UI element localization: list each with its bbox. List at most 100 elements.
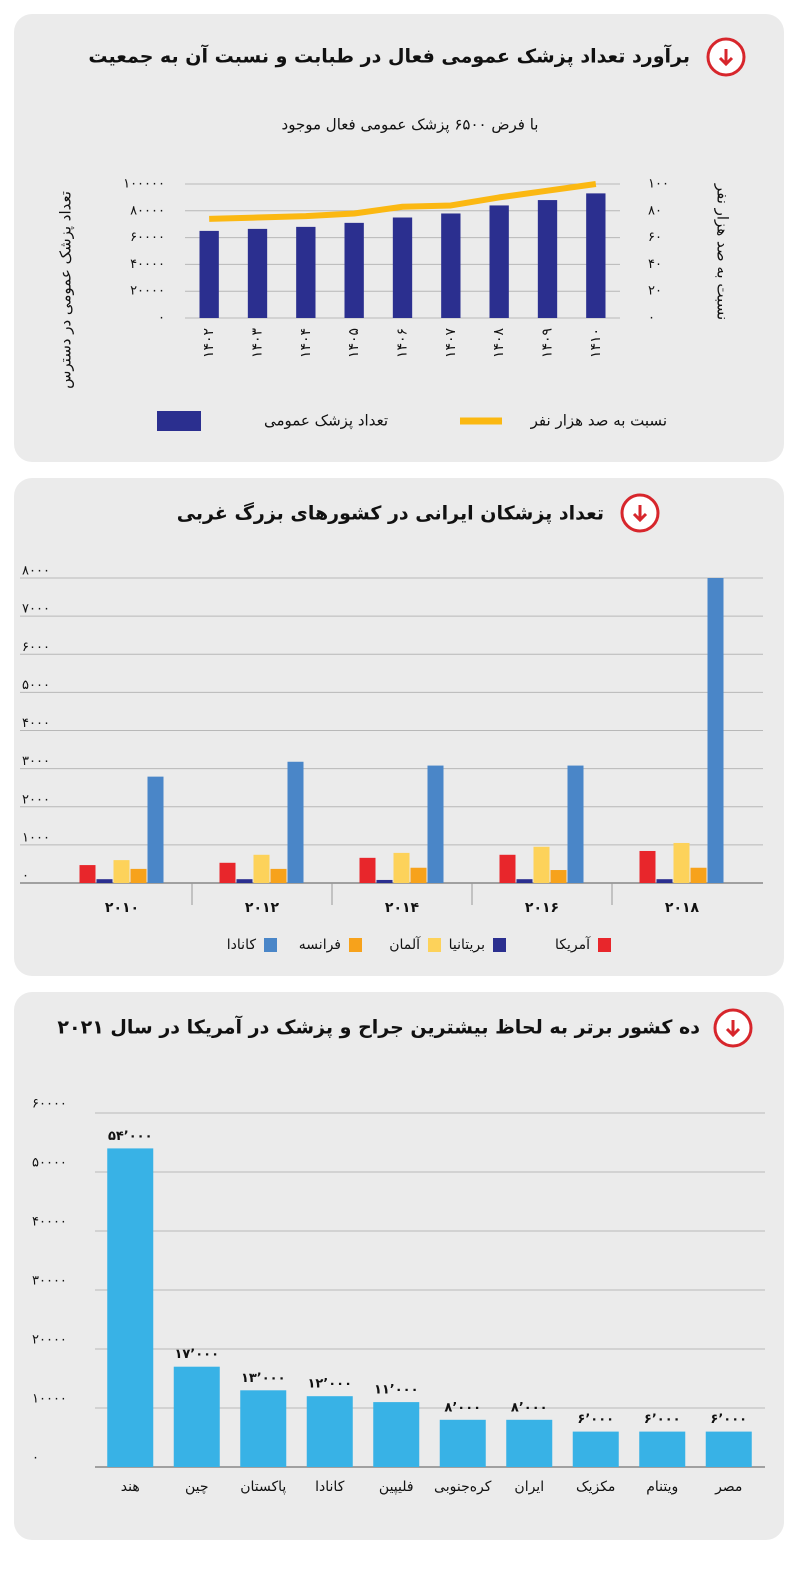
bar xyxy=(253,854,270,883)
y2-tick-label: ۰ xyxy=(648,311,655,326)
y-tick-label: ۶۰۰۰۰ xyxy=(32,1097,67,1112)
bar xyxy=(537,200,558,318)
x-tick-label: ۲۰۱۸ xyxy=(665,900,700,916)
bar xyxy=(240,1390,287,1467)
legend-label: بریتانیا xyxy=(449,937,485,953)
legend-label: تعداد پزشک عمومی xyxy=(264,412,388,431)
data-label: ۱۱٬۰۰۰ xyxy=(374,1383,419,1398)
y-tick-label: ۲۰۰۰۰ xyxy=(32,1333,67,1348)
icon xyxy=(620,493,660,533)
bar xyxy=(296,226,316,318)
y-tick-label: ۰ xyxy=(158,311,165,326)
bar xyxy=(639,1431,686,1467)
chart-title: ده کشور برتر به لحاظ بیشترین جراح و پزشک… xyxy=(57,1015,700,1039)
bar xyxy=(567,765,584,883)
legend-label: آلمان xyxy=(389,936,421,953)
bar xyxy=(572,1431,619,1467)
x-tick-label: ۱۴۰۲ xyxy=(201,328,217,358)
chart-title: تعداد پزشکان ایرانی در کشورهای بزرگ غربی xyxy=(177,502,604,525)
data-label: ۱۷٬۰۰۰ xyxy=(174,1347,219,1362)
bar xyxy=(427,765,444,883)
legend-label: فرانسه xyxy=(299,937,341,953)
x-tick-label: فلیپین xyxy=(379,1479,414,1495)
data-label: ۱۳٬۰۰۰ xyxy=(241,1371,286,1386)
y-tick-label: ۴۰۰۰۰ xyxy=(32,1215,67,1230)
line xyxy=(209,181,597,222)
y-tick-label: ۲۰۰۰۰ xyxy=(130,284,165,299)
bar xyxy=(656,879,673,883)
legend-marker xyxy=(157,411,201,431)
legend-label: نسبت به صد هزار نفر xyxy=(530,412,667,430)
x-tick-label: کره‌جنوبی xyxy=(434,1479,492,1495)
y-tick-label: ۲۰۰۰ xyxy=(22,792,50,807)
y-tick-label: ۴۰۰۰ xyxy=(22,716,50,731)
bar xyxy=(199,230,219,318)
x-tick-label: ۲۰۱۴ xyxy=(385,900,420,916)
x-tick-label: مصر xyxy=(714,1479,742,1495)
legend-marker xyxy=(428,938,441,952)
x-tick-label: چین xyxy=(185,1479,209,1495)
bar xyxy=(393,852,410,883)
x-tick-label: مکزیک xyxy=(576,1479,615,1495)
y-tick-label: ۶۰۰۰۰ xyxy=(130,230,165,245)
y2-tick-label: ۶۰ xyxy=(648,230,662,245)
data-label: ۶٬۰۰۰ xyxy=(644,1412,681,1427)
bar xyxy=(707,578,724,883)
bar xyxy=(306,1396,353,1467)
bar xyxy=(287,761,304,883)
x-tick-label: ۱۴۱۰ xyxy=(588,328,604,358)
y-tick-label: ۸۰۰۰۰ xyxy=(130,203,165,218)
y-tick-label: ۰ xyxy=(32,1451,39,1466)
legend-marker xyxy=(493,938,506,952)
bar xyxy=(673,842,690,883)
bar xyxy=(586,193,606,318)
y-axis-label: تعداد پزشک عمومی در دسترس xyxy=(57,191,76,389)
x-tick-label: هند xyxy=(121,1479,140,1495)
y-tick-label: ۱۰۰۰۰۰ xyxy=(123,177,165,192)
bar xyxy=(410,867,427,883)
data-label: ۱۲٬۰۰۰ xyxy=(307,1377,352,1392)
bar xyxy=(359,857,376,883)
x-tick-label: پاکستان xyxy=(240,1479,286,1495)
y-tick-label: ۳۰۰۰۰ xyxy=(32,1274,67,1289)
chart-subtitle: با فرض ۶۵۰۰ پزشک عمومی فعال موجود xyxy=(282,116,539,135)
chart-title: برآورد تعداد پزشک عمومی فعال در طبابت و … xyxy=(88,44,690,68)
icon xyxy=(706,37,746,77)
y-tick-label: ۷۰۰۰ xyxy=(22,602,50,617)
y-tick-label: ۶۰۰۰ xyxy=(22,640,50,655)
bar xyxy=(392,217,413,318)
y-tick-label: ۵۰۰۰ xyxy=(22,678,50,693)
x-tick-label: ۱۴۰۸ xyxy=(491,328,507,359)
data-label: ۶٬۰۰۰ xyxy=(577,1412,614,1427)
x-tick-label: ۲۰۱۲ xyxy=(245,900,280,916)
bar xyxy=(506,1419,553,1467)
legend-marker xyxy=(349,938,362,952)
bar xyxy=(147,776,164,883)
bar xyxy=(270,868,287,883)
legend-label: کانادا xyxy=(227,937,257,953)
x-tick-label: کانادا xyxy=(315,1479,345,1495)
x-tick-label: ۱۴۰۳ xyxy=(250,328,266,359)
y-tick-label: ۱۰۰۰۰ xyxy=(32,1392,67,1407)
bar xyxy=(79,865,96,883)
legend-marker xyxy=(264,938,277,952)
bar xyxy=(639,850,656,883)
x-tick-label: ۱۴۰۶ xyxy=(395,328,411,358)
y-tick-label: ۳۰۰۰ xyxy=(22,754,50,769)
y-tick-label: ۴۰۰۰۰ xyxy=(130,257,165,272)
bar xyxy=(499,854,516,883)
bar xyxy=(219,862,236,883)
x-tick-label: ۱۴۰۴ xyxy=(298,328,314,358)
data-label: ۸٬۰۰۰ xyxy=(511,1400,548,1415)
y2-tick-label: ۸۰ xyxy=(648,203,662,218)
bar xyxy=(173,1366,220,1467)
data-label: ۶٬۰۰۰ xyxy=(710,1412,747,1427)
bar xyxy=(344,222,364,318)
x-tick-label: ۱۴۰۵ xyxy=(346,328,362,358)
icon xyxy=(713,1008,753,1048)
legend-marker xyxy=(598,938,611,952)
bar xyxy=(130,868,147,883)
y-tick-label: ۸۰۰۰ xyxy=(22,564,50,579)
bar xyxy=(439,1419,486,1467)
card xyxy=(14,478,784,976)
